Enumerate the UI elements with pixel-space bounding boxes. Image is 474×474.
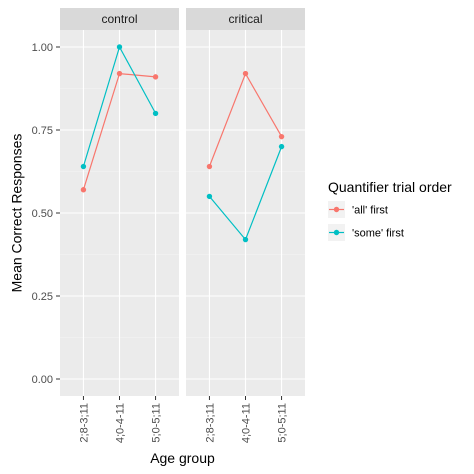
axis-layer: 0.00 0.25 0.50 0.75 1.00 2;8-3;11 4;0-4-… [32, 42, 289, 443]
y-tick-label: 0.50 [32, 208, 53, 220]
grid-lines [60, 30, 305, 396]
legend-key-point [333, 206, 340, 213]
data-point [80, 163, 87, 170]
data-point [206, 163, 213, 170]
data-point [206, 193, 213, 200]
data-point [80, 187, 87, 193]
x-tick-label: 2;8-3;11 [78, 403, 90, 443]
facet-label-critical: critical [228, 12, 262, 26]
data-point [278, 133, 285, 140]
x-tick-label: 4;0-4-11 [241, 403, 253, 443]
y-tick-label: 0.00 [32, 374, 53, 386]
facet-strip-critical [186, 8, 305, 30]
legend-label-some-first: 'some' first [352, 228, 404, 240]
x-axis-title: Age group [150, 450, 215, 466]
x-tick-label: 5;0-5;11 [151, 403, 163, 443]
legend-key-all-first [328, 201, 345, 218]
data-point [242, 236, 249, 243]
legend: Quantifier trial order 'all' first 'some… [328, 179, 452, 241]
data-point [152, 110, 159, 117]
y-tick-label: 0.75 [32, 125, 53, 137]
x-tick-label: 4;0-4-11 [115, 403, 127, 443]
facet-label-control: control [101, 12, 137, 26]
data-point [242, 70, 249, 77]
x-tick-label: 5;0-5;11 [277, 403, 289, 443]
data-point [116, 44, 123, 50]
legend-label-all-first: 'all' first [352, 205, 388, 217]
legend-key-point [333, 229, 340, 236]
legend-key-some-first [328, 224, 345, 241]
data-point [152, 74, 159, 80]
y-axis-title: Mean Correct Responses [9, 134, 25, 293]
x-tick-label: 2;8-3;11 [204, 403, 216, 443]
legend-title: Quantifier trial order [328, 179, 452, 195]
facet-strip-control [60, 8, 179, 30]
data-point [278, 143, 285, 150]
data-point [116, 70, 123, 77]
y-tick-label: 0.25 [32, 291, 53, 303]
series-layer [80, 44, 285, 243]
y-tick-label: 1.00 [32, 42, 53, 54]
